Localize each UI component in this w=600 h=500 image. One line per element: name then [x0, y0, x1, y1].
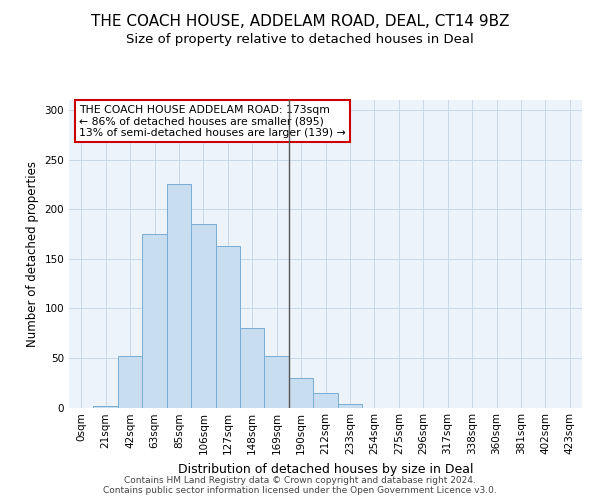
Text: THE COACH HOUSE ADDELAM ROAD: 173sqm
← 86% of detached houses are smaller (895)
: THE COACH HOUSE ADDELAM ROAD: 173sqm ← 8…: [79, 104, 346, 138]
Bar: [265, 356, 289, 408]
Text: Contains HM Land Registry data © Crown copyright and database right 2024.
Contai: Contains HM Land Registry data © Crown c…: [103, 476, 497, 495]
Text: THE COACH HOUSE, ADDELAM ROAD, DEAL, CT14 9BZ: THE COACH HOUSE, ADDELAM ROAD, DEAL, CT1…: [91, 14, 509, 29]
Bar: [191, 224, 215, 408]
Bar: [94, 406, 118, 407]
Bar: [142, 234, 167, 408]
Bar: [167, 184, 191, 408]
Text: Size of property relative to detached houses in Deal: Size of property relative to detached ho…: [126, 32, 474, 46]
Bar: [215, 246, 240, 408]
Bar: [118, 356, 142, 408]
Bar: [338, 404, 362, 407]
Bar: [289, 378, 313, 408]
Bar: [313, 392, 338, 407]
X-axis label: Distribution of detached houses by size in Deal: Distribution of detached houses by size …: [178, 463, 473, 476]
Y-axis label: Number of detached properties: Number of detached properties: [26, 161, 39, 347]
Bar: [240, 328, 265, 407]
